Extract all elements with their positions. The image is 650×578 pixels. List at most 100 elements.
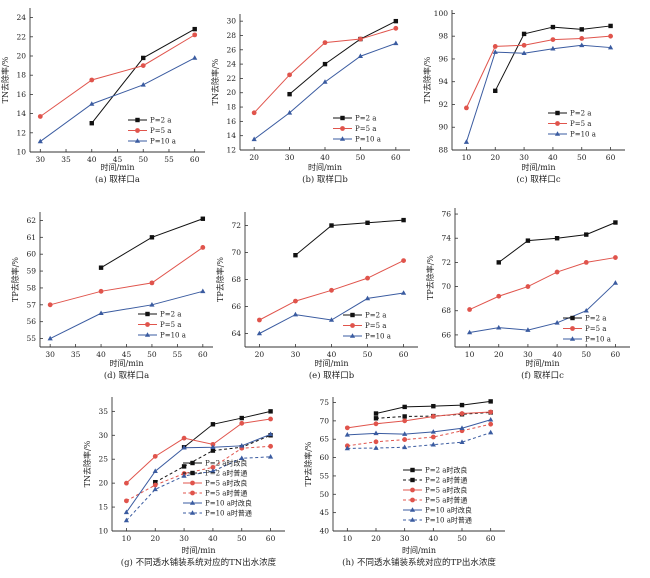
- data-point: [123, 509, 130, 515]
- legend-label: P=2 a时改良: [205, 459, 247, 468]
- y-tick-label: 18: [226, 103, 236, 112]
- data-point: [153, 479, 158, 485]
- data-point: [373, 430, 379, 436]
- y-tick-label: 70: [441, 282, 451, 291]
- legend-marker: [134, 138, 141, 143]
- x-tick-label: 45: [113, 155, 123, 164]
- y-tick-label: 18: [16, 71, 26, 80]
- data-point: [328, 317, 335, 322]
- data-point: [496, 293, 502, 299]
- legend-label: P=5 a: [365, 322, 386, 330]
- data-point: [89, 121, 94, 126]
- y-tick-label: 94: [438, 77, 448, 86]
- data-point: [37, 114, 43, 119]
- data-point: [521, 50, 527, 56]
- data-point: [200, 216, 206, 221]
- data-point: [554, 236, 560, 241]
- legend: P=2 a P=5 a P=10 a: [548, 110, 596, 139]
- series-p-10-a: [256, 290, 407, 336]
- data-point: [584, 232, 589, 237]
- y-tick-label: 68: [441, 306, 451, 315]
- x-tick-label: 30: [523, 350, 533, 359]
- data-point: [239, 415, 244, 421]
- y-tick-label: 88: [438, 146, 448, 155]
- legend-label: P=10 a: [365, 333, 391, 341]
- data-point: [464, 105, 469, 111]
- data-point: [200, 288, 206, 294]
- panel-a: 30 35 40 45 50 55 60 10 12 14 16 18 20 22 24 时间/min TN去除…: [0, 8, 205, 185]
- y-tick-label: 24: [16, 13, 26, 22]
- data-point: [181, 444, 187, 450]
- series-p-10-a: [47, 288, 206, 341]
- data-point: [613, 255, 618, 260]
- data-point: [344, 445, 350, 451]
- data-point: [431, 403, 436, 409]
- panel-caption: (c) 取样口c: [516, 174, 561, 185]
- series-line: [347, 411, 491, 429]
- data-point: [365, 220, 370, 225]
- y-tick-label: 12: [16, 128, 26, 137]
- data-point: [123, 517, 130, 523]
- y-tick-label: 70: [231, 248, 241, 257]
- data-point: [47, 335, 53, 341]
- data-point: [579, 27, 584, 32]
- panel-g: 10 20 30 40 50 60 10 15 20 25 30 35 时间/min TN去除率/% (g)…: [82, 397, 285, 568]
- data-point: [239, 443, 245, 448]
- series-line: [50, 247, 204, 306]
- series-p-5-a-: [124, 416, 273, 486]
- legend: P=2 a P=5 a P=10 a: [563, 315, 611, 344]
- data-point: [608, 33, 613, 39]
- data-point: [579, 42, 585, 48]
- x-tick-label: 20: [490, 153, 500, 162]
- data-point: [181, 473, 187, 478]
- legend-marker: [145, 311, 150, 317]
- y-axis-label: TN去除率/%: [210, 58, 220, 105]
- x-tick-label: 20: [150, 534, 160, 543]
- x-tick-label: 50: [577, 153, 587, 162]
- data-point: [292, 311, 299, 317]
- y-tick-label: 60: [26, 250, 36, 259]
- legend-marker: [189, 500, 196, 505]
- x-tick-label: 40: [552, 350, 562, 359]
- x-tick-label: 30: [36, 155, 46, 164]
- data-point: [251, 110, 257, 116]
- x-tick-label: 10: [465, 350, 475, 359]
- x-tick-label: 30: [519, 153, 529, 162]
- x-tick-label: 20: [371, 534, 381, 543]
- series-p-10-a-: [344, 416, 494, 437]
- y-tick-label: 14: [16, 109, 26, 118]
- legend: P=2 a P=5 a P=10 a: [333, 115, 381, 144]
- y-axis-label: TP去除率/%: [215, 257, 225, 302]
- data-point: [579, 36, 585, 41]
- series-line: [100, 218, 203, 269]
- data-point: [554, 320, 560, 325]
- y-axis-label: TN去除率/%: [0, 56, 10, 103]
- x-tick-label: 40: [96, 350, 106, 359]
- y-tick-label: 72: [441, 258, 451, 267]
- panel-caption: (f) 取样口c: [521, 370, 564, 381]
- data-point: [267, 454, 274, 459]
- y-tick-label: 58: [26, 283, 36, 292]
- x-tick-label: 55: [173, 350, 183, 359]
- data-point: [496, 324, 502, 330]
- x-tick-label: 60: [190, 155, 200, 164]
- data-point: [98, 265, 104, 270]
- x-tick-label: 30: [45, 350, 55, 359]
- data-point: [210, 448, 216, 453]
- series-p-2-a-: [373, 399, 493, 416]
- y-axis-label: TN去除率/%: [82, 440, 92, 487]
- x-tick-label: 10: [343, 534, 353, 543]
- data-point: [322, 40, 328, 46]
- legend-label: P=2 a时普通: [205, 469, 247, 478]
- legend-label: P=10 a: [570, 131, 596, 139]
- y-tick-label: 16: [16, 90, 26, 99]
- x-axis-label: 时间/min: [522, 162, 556, 172]
- y-tick-label: 55: [319, 471, 329, 480]
- x-tick-label: 50: [138, 155, 148, 164]
- data-point: [402, 418, 408, 424]
- y-axis-label: TP去除率/%: [425, 255, 435, 300]
- series-line: [498, 222, 616, 263]
- series-p-2-a: [89, 26, 197, 126]
- series-p-5-a: [47, 245, 206, 308]
